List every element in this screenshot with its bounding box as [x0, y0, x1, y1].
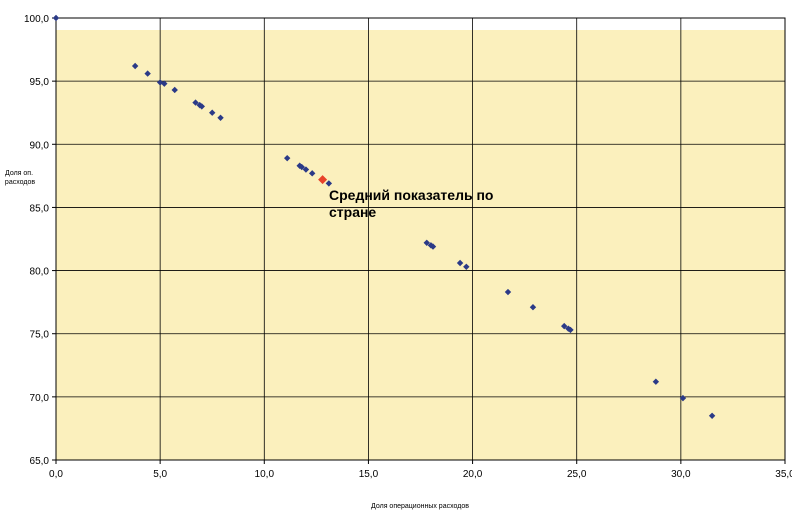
x-tick-label: 35,0 — [775, 469, 792, 480]
data-point — [463, 263, 470, 270]
plot-background — [56, 30, 785, 460]
data-point — [308, 170, 316, 177]
x-axis-ticks: 0,0 5,0 10,0 15,0 20,0 25,0 30,0 35,0 — [49, 460, 792, 480]
data-point — [652, 378, 660, 385]
data-point — [429, 243, 437, 250]
x-axis-title: Доля операционных расходов — [371, 503, 469, 510]
y-tick-label: 100,0 — [24, 14, 49, 25]
plot-frame — [55, 17, 786, 461]
data-point — [209, 109, 216, 116]
y-axis-title: Доля оп. расходов — [5, 170, 35, 186]
data-point — [171, 86, 178, 94]
x-tick-label: 20,0 — [463, 469, 483, 480]
data-point — [529, 303, 537, 311]
data-point — [708, 412, 716, 419]
data-point — [198, 103, 205, 110]
data-point — [567, 326, 574, 334]
annotation: Средний показатель по стране — [329, 187, 497, 220]
y-tick-label: 95,0 — [30, 77, 50, 88]
x-tick-label: 5,0 — [153, 469, 167, 480]
x-tick-label: 10,0 — [255, 469, 275, 480]
x-tick-label: 15,0 — [359, 469, 379, 480]
x-tick-label: 25,0 — [567, 469, 587, 480]
data-point — [131, 62, 139, 70]
x-tick-label: 30,0 — [671, 469, 691, 480]
x-tick-label: 0,0 — [49, 469, 63, 480]
y-tick-label: 70,0 — [30, 393, 50, 404]
data-point — [298, 163, 305, 171]
y-axis-title-line-1: Доля оп. — [5, 170, 33, 177]
data-point — [423, 239, 430, 246]
data-point — [565, 325, 572, 332]
y-tick-label: 90,0 — [30, 140, 50, 151]
country-average-point — [318, 175, 328, 185]
y-axis-title-line-2: расходов — [5, 179, 35, 186]
y-tick-label: 75,0 — [30, 330, 50, 341]
data-point — [192, 99, 199, 106]
data-point — [561, 322, 568, 330]
y-tick-label: 80,0 — [30, 267, 50, 278]
y-tick-label: 85,0 — [30, 203, 50, 214]
data-point — [302, 166, 310, 173]
data-point — [504, 288, 512, 296]
data-point — [283, 154, 291, 162]
data-point — [217, 114, 224, 121]
data-point — [144, 70, 151, 77]
data-point — [456, 259, 464, 267]
annotation-line-2: стране — [329, 204, 376, 220]
grid-lines — [56, 18, 785, 460]
data-point — [161, 80, 168, 87]
y-tick-label: 65,0 — [30, 456, 50, 467]
data-point — [325, 180, 333, 187]
data-points — [52, 14, 716, 419]
annotation-line-1: Средний показатель по — [329, 187, 493, 203]
y-axis-ticks: 65,0 70,0 75,0 80,0 85,0 90,0 95,0 100,0 — [24, 14, 56, 467]
data-point — [156, 79, 164, 86]
data-point — [679, 394, 687, 402]
data-point — [52, 14, 60, 22]
